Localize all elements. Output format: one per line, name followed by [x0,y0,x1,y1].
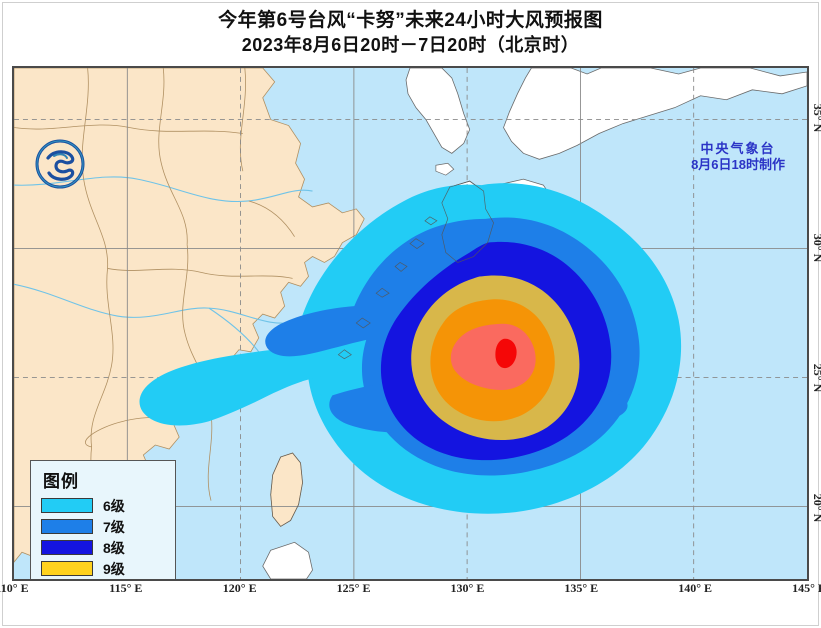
lon-tick-125: 125° E [336,581,371,595]
lon-tick-130: 130° E [450,581,485,595]
legend-item-8级[interactable]: 8级 [41,537,167,558]
lat-tick-35: 35° N [811,103,821,133]
legend-item-7级[interactable]: 7级 [41,516,167,537]
rivers-layer [14,176,313,353]
credit-org: 中央气象台 [700,141,776,156]
lat-tick-20: 20° N [811,493,821,523]
wind-band-11 [450,323,536,390]
luzon-island [262,541,313,579]
province-borders [14,68,295,535]
longitude-axis: 110° E 115° E 120° E 125° E 130° E 135° E 140°… [0,581,821,603]
lon-tick-115: 115° E [109,581,143,595]
lat-tick-30: 30° N [811,233,821,263]
legend-rows: 6级7级8级9级10级11级12级 [41,495,167,579]
page-subtitle: 2023年8月6日20时－7日20时（北京时） [241,35,580,55]
page-title: 今年第6号台风“卡努”未来24小时大风预报图 [218,10,603,31]
lon-tick-135: 135° E [564,581,599,595]
legend-swatch [41,498,93,513]
lon-tick-145: 145° E [792,581,821,595]
cma-logo [35,139,85,189]
legend-item-9级[interactable]: 9级 [41,558,167,579]
legend-box[interactable]: 图例 6级7级8级9级10级11级12级 [30,460,176,579]
title-block: 今年第6号台风“卡努”未来24小时大风预报图 2023年8月6日20时－7日20… [0,0,821,66]
legend-label: 6级 [103,497,125,514]
lon-tick-140: 140° E [678,581,713,595]
legend-swatch [41,519,93,534]
forecast-map[interactable]: 中央气象台 8月6日18时制作 图例 6级7级8级9级10级11级12级 [12,66,809,581]
wind-band-12 [495,338,517,369]
korea-landmass [405,68,471,154]
legend-swatch [41,561,93,576]
lon-tick-110: 110° E [0,581,29,595]
map-canvas: 中央气象台 8月6日18时制作 图例 6级7级8级9级10级11级12级 [14,68,807,579]
legend-swatch [41,540,93,555]
legend-label: 8级 [103,539,125,556]
legend-title: 图例 [43,472,79,491]
legend-label: 9级 [103,560,125,577]
japan-honshu [503,68,807,160]
latitude-axis: 35° N 30° N 25° N 20° N [810,66,821,581]
legend-item-6级[interactable]: 6级 [41,495,167,516]
lat-tick-25: 25° N [811,363,821,393]
wind-bands-layer [139,183,682,514]
lon-tick-120: 120° E [222,581,257,595]
credit-block: 中央气象台 8月6日18时制作 [691,141,785,173]
legend-label: 7级 [103,518,125,535]
korea-island-jeju [435,162,455,176]
credit-date: 8月6日18时制作 [691,157,785,172]
coastline-overlay [270,180,494,527]
